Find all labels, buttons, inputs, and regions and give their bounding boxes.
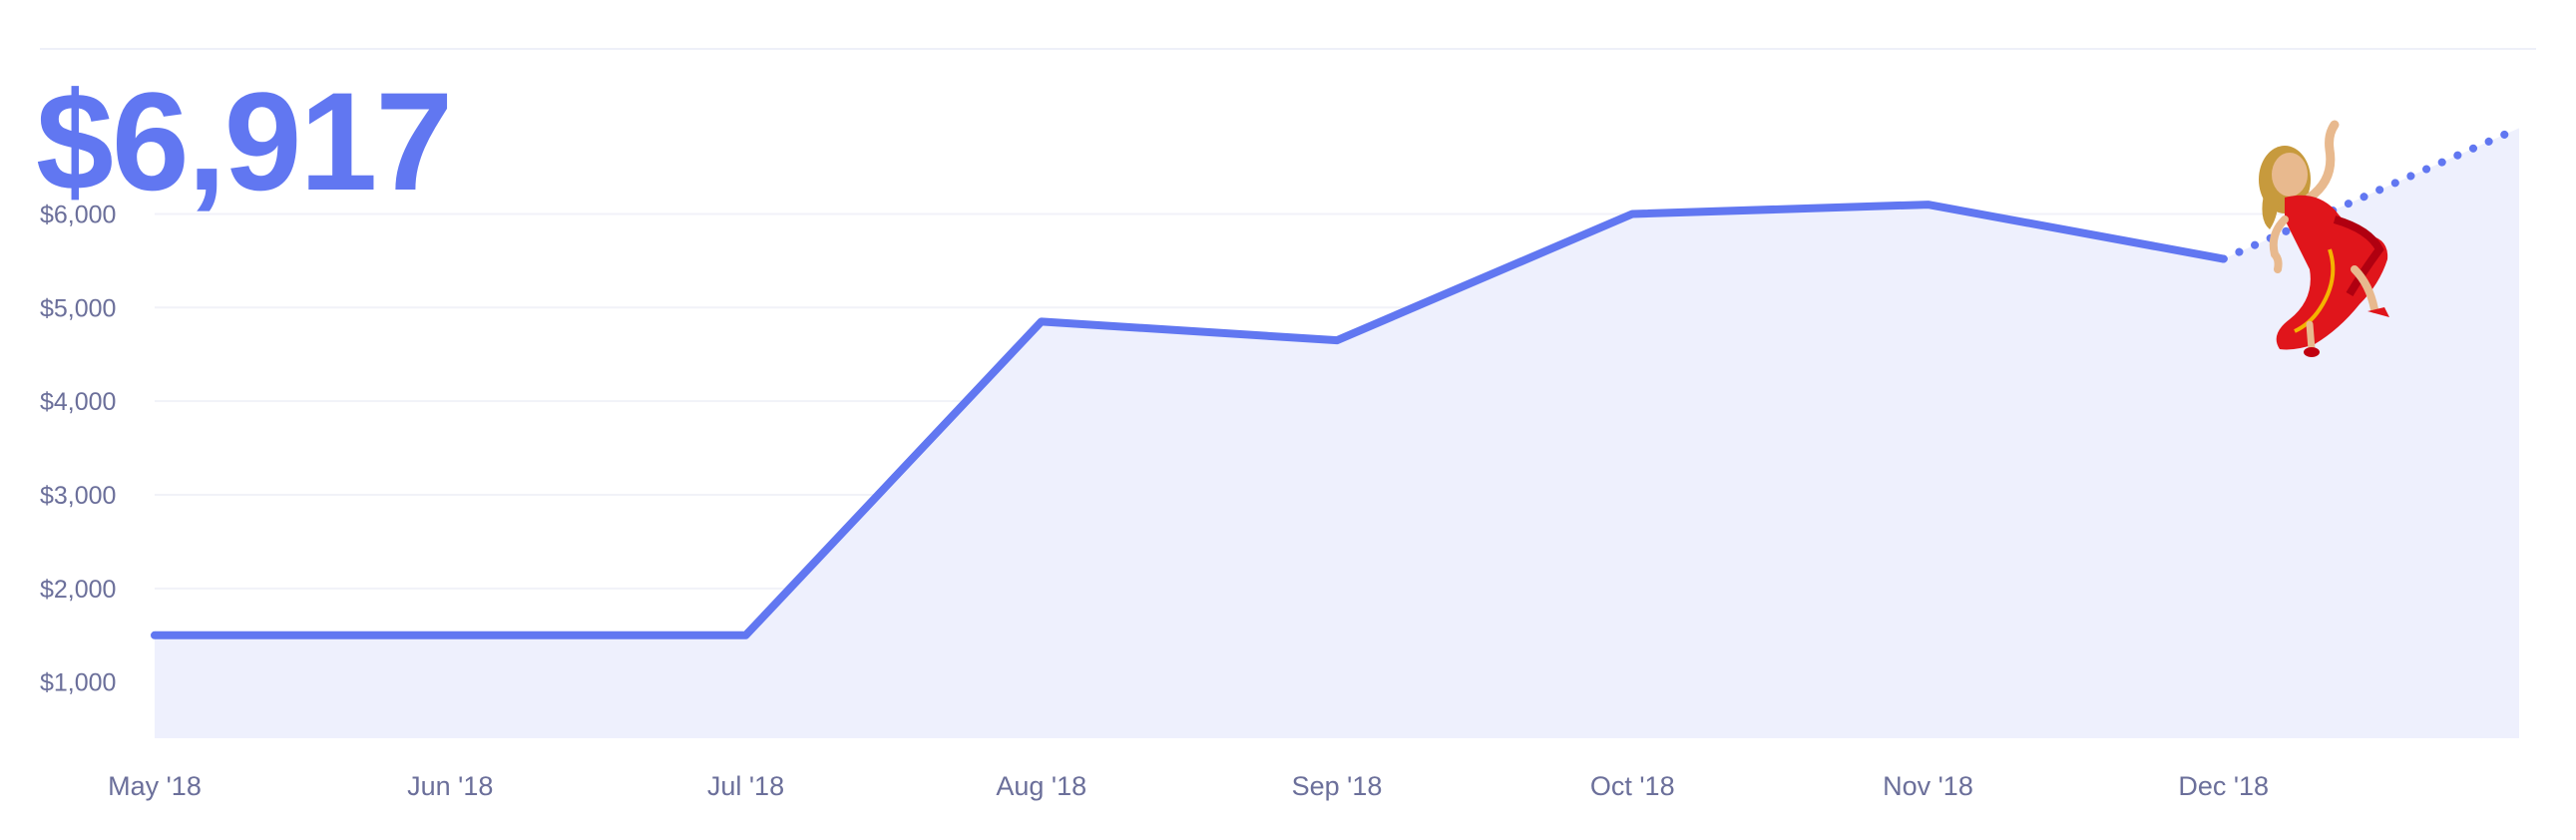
y-tick-label: $2,000 bbox=[40, 576, 116, 604]
headline-value: $6,917 bbox=[36, 63, 453, 219]
x-tick-label: Dec '18 bbox=[2178, 771, 2269, 801]
y-tick-label: $4,000 bbox=[40, 388, 116, 416]
x-tick-label: Nov '18 bbox=[1883, 771, 1973, 801]
y-tick-label: $5,000 bbox=[40, 294, 116, 322]
y-tick-label: $3,000 bbox=[40, 482, 116, 510]
top-divider bbox=[40, 48, 2536, 50]
flamenco-dancer-icon bbox=[2259, 120, 2389, 357]
series-line-solid bbox=[151, 201, 2228, 639]
x-tick-label: Aug '18 bbox=[996, 771, 1086, 801]
x-tick-label: May '18 bbox=[108, 771, 202, 801]
x-tick-label: Jun '18 bbox=[407, 771, 493, 801]
x-tick-label: Jul '18 bbox=[707, 771, 784, 801]
x-tick-label: Sep '18 bbox=[1292, 771, 1383, 801]
y-tick-label: $1,000 bbox=[40, 669, 116, 697]
area-fill bbox=[155, 128, 2519, 739]
x-tick-label: Oct '18 bbox=[1590, 771, 1675, 801]
y-axis-labels: $1,000 $2,000 $3,000 $4,000 $5,000 $6,000 bbox=[40, 201, 116, 696]
y-tick-label: $6,000 bbox=[40, 201, 116, 228]
x-axis-labels: May '18 Jun '18 Jul '18 Aug '18 Sep '18 Oct '… bbox=[108, 771, 2269, 801]
